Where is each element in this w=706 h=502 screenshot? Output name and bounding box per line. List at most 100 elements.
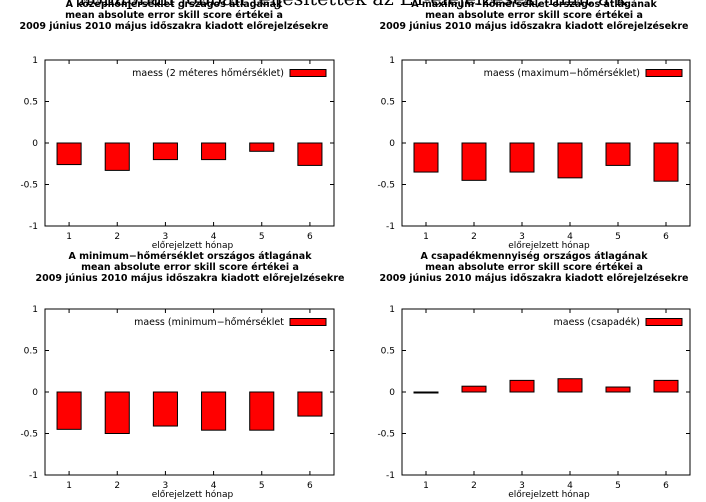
x-tick-label: 6	[307, 232, 313, 242]
bar-2	[104, 142, 130, 171]
y-tick-label: -0.5	[20, 430, 38, 440]
bar-4	[557, 142, 583, 179]
bar-1	[56, 391, 82, 430]
bar-3	[152, 142, 178, 161]
x-tick-label: 4	[567, 232, 573, 242]
chart-title-line: 2009 június 2010 május időszakra kiadott…	[20, 21, 329, 32]
x-tick-label: 6	[663, 232, 669, 242]
y-tick-label: 1	[32, 56, 38, 66]
bar-3	[152, 391, 178, 427]
bar-3	[509, 379, 535, 393]
x-tick-label: 4	[211, 232, 217, 242]
chart-title-line: mean absolute error skill score értékei …	[425, 10, 643, 21]
x-tick-label: 5	[259, 232, 265, 242]
bar-4	[557, 378, 583, 393]
y-tick-label: 0	[389, 139, 395, 149]
chart-title-line: 2009 június 2010 május időszakra kiadott…	[380, 21, 689, 32]
page-top-text: honapban jobban teljesítettek az ET-elej…	[0, 0, 706, 10]
chart-title-line: mean absolute error skill score értékei …	[81, 262, 299, 273]
chart-title-line: 2009 június 2010 május időszakra kiadott…	[36, 273, 345, 284]
x-tick-label: 2	[471, 481, 477, 491]
chart-panel-1: A középhőmérséklet országos átlagánakmea…	[20, 0, 335, 251]
x-tick-label: 3	[163, 232, 169, 242]
chart-panel-2: A maximum−hőmérséklet országos átlagának…	[377, 0, 691, 251]
y-tick-label: -1	[29, 471, 38, 481]
bar-4	[201, 142, 227, 161]
x-tick-label: 2	[114, 481, 120, 491]
bar-6	[653, 379, 679, 393]
x-tick-label: 3	[519, 232, 525, 242]
bar-5	[249, 142, 275, 152]
plot-frame	[44, 59, 335, 227]
x-axis-label: előrejelzett hónap	[508, 489, 590, 500]
x-tick-label: 6	[307, 481, 313, 491]
plot-frame	[401, 308, 691, 476]
bar-1	[413, 391, 439, 394]
legend-swatch	[289, 318, 327, 326]
bar-3	[509, 142, 535, 173]
legend-swatch	[645, 318, 683, 326]
legend-swatch	[289, 69, 327, 77]
chart-panel-4: A csapadékmennyiség országos átlagánakme…	[377, 251, 691, 500]
y-tick-label: 1	[389, 56, 395, 66]
y-tick-label: -0.5	[377, 430, 395, 440]
bar-5	[249, 391, 275, 431]
y-tick-label: -0.5	[20, 181, 38, 191]
bar-2	[461, 385, 487, 393]
x-tick-label: 1	[423, 232, 429, 242]
y-tick-label: 0	[32, 388, 38, 398]
x-tick-label: 3	[519, 481, 525, 491]
legend-label: maess (csapadék)	[554, 317, 640, 328]
x-axis-label: előrejelzett hónap	[508, 240, 590, 251]
y-tick-label: 1	[389, 305, 395, 315]
chart-title-line: A középhőmérséklet országos átlagának	[66, 0, 283, 10]
bar-1	[56, 142, 82, 166]
x-tick-label: 3	[163, 481, 169, 491]
bar-4	[201, 391, 227, 431]
legend-label: maess (2 méteres hőmérséklet)	[132, 68, 284, 79]
bar-1	[413, 142, 439, 173]
chart-title-line: mean absolute error skill score értékei …	[425, 262, 643, 273]
chart-title-line: 2009 június 2010 május időszakra kiadott…	[380, 273, 689, 284]
bar-5	[605, 142, 631, 166]
y-tick-label: 0.5	[24, 98, 38, 108]
y-tick-label: 0.5	[381, 347, 395, 357]
chart-panel-3: A minimum−hőmérséklet országos átlagának…	[20, 251, 344, 500]
bar-2	[461, 142, 487, 181]
bar-6	[297, 391, 323, 417]
y-tick-label: 1	[32, 305, 38, 315]
x-tick-label: 5	[615, 232, 621, 242]
x-axis-label: előrejelzett hónap	[152, 489, 234, 500]
bar-6	[297, 142, 323, 166]
plot-frame	[44, 308, 335, 476]
x-tick-label: 2	[471, 232, 477, 242]
legend-label: maess (minimum−hőmérséklet	[134, 317, 284, 328]
bar-2	[104, 391, 130, 434]
bar-5	[605, 386, 631, 393]
x-tick-label: 1	[66, 232, 72, 242]
y-tick-label: -0.5	[377, 181, 395, 191]
chart-title-line: A minimum−hőmérséklet országos átlagának	[68, 251, 312, 262]
y-tick-label: 0	[389, 388, 395, 398]
chart-title-line: A csapadékmennyiség országos átlagának	[420, 251, 648, 262]
y-tick-label: -1	[386, 222, 395, 232]
legend-label: maess (maximum−hőmérséklet)	[484, 68, 640, 79]
x-tick-label: 2	[114, 232, 120, 242]
y-tick-label: -1	[386, 471, 395, 481]
y-tick-label: 0	[32, 139, 38, 149]
x-tick-label: 5	[259, 481, 265, 491]
chart-title-line: A maximum−hőmérséklet országos átlagának	[411, 0, 657, 10]
bar-6	[653, 142, 679, 182]
x-tick-label: 4	[211, 481, 217, 491]
x-tick-label: 5	[615, 481, 621, 491]
y-tick-label: 0.5	[24, 347, 38, 357]
x-tick-label: 6	[663, 481, 669, 491]
x-axis-label: előrejelzett hónap	[152, 240, 234, 251]
legend-swatch	[645, 69, 683, 77]
x-tick-label: 1	[66, 481, 72, 491]
x-tick-label: 4	[567, 481, 573, 491]
x-tick-label: 1	[423, 481, 429, 491]
y-tick-label: -1	[29, 222, 38, 232]
plot-frame	[401, 59, 691, 227]
